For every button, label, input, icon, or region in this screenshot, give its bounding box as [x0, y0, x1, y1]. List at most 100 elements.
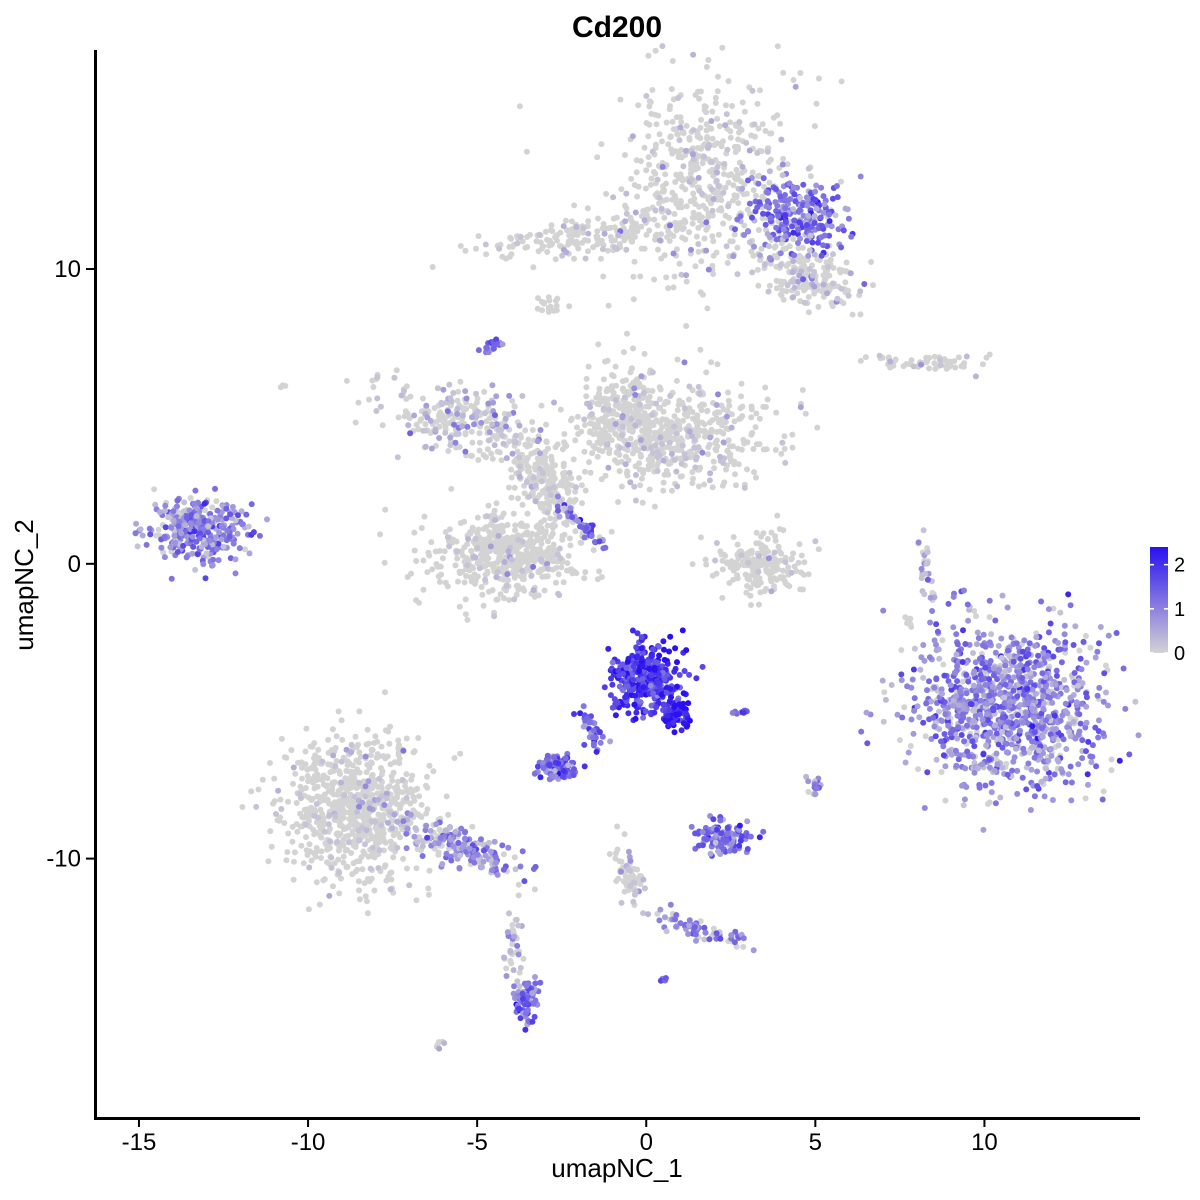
data-point — [506, 438, 513, 445]
data-point — [673, 468, 680, 475]
data-point — [599, 246, 606, 253]
data-point — [178, 530, 185, 537]
data-point — [714, 409, 720, 416]
data-point — [598, 476, 605, 483]
data-point — [555, 507, 561, 514]
data-point — [371, 740, 377, 746]
data-point — [651, 276, 658, 283]
data-point — [649, 369, 656, 376]
data-point — [534, 438, 541, 445]
data-point — [415, 426, 422, 433]
data-point — [356, 887, 362, 894]
data-point — [838, 78, 845, 85]
data-point — [801, 299, 808, 306]
data-point — [692, 263, 699, 270]
data-point — [404, 410, 411, 417]
data-point — [619, 423, 626, 430]
data-point — [466, 567, 473, 574]
data-point — [524, 244, 531, 250]
data-point — [396, 760, 403, 767]
data-point — [970, 650, 976, 656]
data-point — [898, 647, 905, 653]
data-point — [780, 226, 787, 233]
data-point — [574, 424, 580, 431]
data-point — [734, 541, 741, 548]
data-point — [180, 542, 187, 549]
data-point — [388, 876, 395, 883]
data-point — [548, 222, 555, 229]
data-point — [312, 766, 319, 773]
data-point — [926, 365, 932, 372]
data-point — [642, 185, 649, 192]
data-point — [753, 474, 759, 481]
data-point — [701, 421, 708, 428]
data-point — [590, 431, 597, 438]
data-point — [583, 525, 590, 531]
data-point — [573, 484, 579, 491]
data-point — [461, 579, 468, 586]
data-point — [689, 561, 696, 568]
data-point — [807, 232, 814, 239]
data-point — [698, 116, 705, 123]
data-point — [406, 415, 413, 422]
data-point — [175, 523, 182, 530]
data-point — [1042, 775, 1049, 782]
data-point — [773, 561, 780, 568]
data-point — [924, 687, 930, 694]
data-point — [778, 278, 784, 285]
data-point — [666, 439, 673, 446]
data-point — [482, 540, 489, 546]
data-point — [735, 461, 742, 468]
data-point — [532, 498, 539, 505]
data-point — [733, 166, 740, 173]
data-point — [596, 568, 603, 575]
data-point — [299, 775, 305, 782]
data-point — [608, 383, 615, 390]
data-point — [606, 406, 613, 413]
data-point — [674, 483, 681, 490]
data-point — [544, 249, 551, 255]
data-point — [663, 444, 670, 451]
data-point — [509, 397, 516, 404]
data-point — [624, 447, 631, 453]
data-point — [356, 896, 363, 903]
data-point — [902, 614, 909, 621]
data-point — [864, 740, 871, 747]
data-point — [569, 570, 576, 577]
data-point — [1051, 771, 1058, 778]
data-point — [265, 858, 272, 865]
data-point — [157, 509, 163, 516]
data-point — [687, 454, 694, 461]
data-point — [747, 239, 753, 246]
data-point — [239, 521, 246, 528]
data-point — [622, 152, 628, 158]
data-point — [954, 678, 961, 685]
data-point — [818, 222, 825, 229]
data-point — [933, 756, 940, 763]
data-point — [380, 811, 387, 818]
data-point — [755, 282, 762, 289]
data-point — [390, 854, 397, 861]
data-point — [659, 138, 665, 145]
data-point — [603, 441, 610, 448]
data-point — [589, 450, 596, 457]
data-point — [775, 566, 781, 573]
data-point — [700, 202, 707, 209]
data-point — [601, 435, 607, 442]
data-point — [521, 556, 528, 563]
data-point — [775, 213, 782, 220]
data-point — [806, 247, 813, 254]
data-point — [218, 536, 225, 543]
data-point — [911, 695, 918, 702]
data-point — [569, 514, 576, 521]
data-point — [661, 401, 668, 407]
data-point — [474, 408, 481, 415]
data-point — [758, 545, 765, 552]
data-point — [805, 212, 812, 219]
data-point — [447, 395, 454, 402]
data-point — [771, 575, 778, 582]
data-point — [519, 238, 526, 245]
data-point — [640, 389, 647, 396]
data-point — [764, 396, 771, 403]
data-point — [285, 798, 291, 805]
